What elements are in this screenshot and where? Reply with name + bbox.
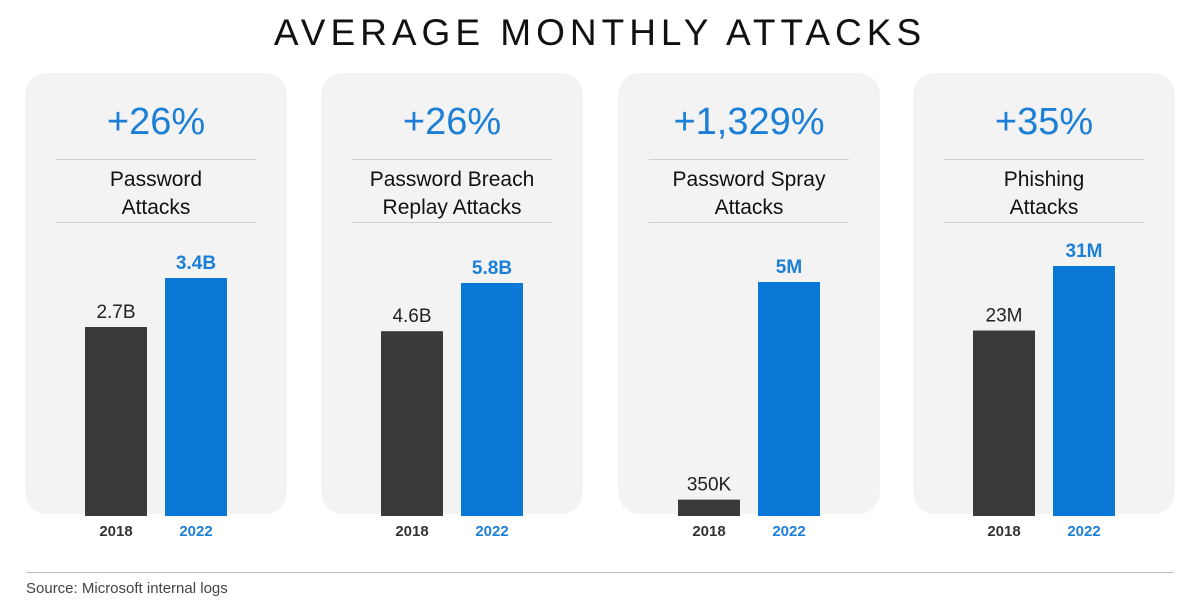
footer-divider <box>26 572 1174 573</box>
category-label: 2018 <box>987 523 1020 540</box>
category-label: 2022 <box>475 523 508 540</box>
panel-title-line: Attacks <box>121 196 191 219</box>
panel-title: Password Spray Attacks <box>618 166 880 222</box>
change-percent: +35% <box>994 101 1094 143</box>
panel-phishing: +35% Phishing Attacks <box>913 73 1175 514</box>
change-percent: +26% <box>106 101 206 143</box>
panel-title: Password Breach Replay Attacks <box>321 166 583 222</box>
category-label: 2018 <box>99 523 132 540</box>
panel-title: Phishing Attacks <box>913 166 1175 222</box>
change-percent: +1,329% <box>673 101 825 143</box>
panel-password-breach-replay: +26% Password Breach Replay Attacks <box>321 73 583 514</box>
category-label: 2022 <box>1067 523 1100 540</box>
category-label: 2022 <box>179 523 212 540</box>
category-label: 2018 <box>692 523 725 540</box>
divider <box>944 159 1144 160</box>
source-note: Source: Microsoft internal logs <box>26 580 228 597</box>
panel-title-line: Password <box>109 168 203 191</box>
category-label: 2022 <box>772 523 805 540</box>
divider <box>56 159 256 160</box>
divider <box>352 222 552 223</box>
panel-title: Password Attacks <box>25 166 287 222</box>
panel-title-line: Attacks <box>1009 196 1079 219</box>
divider <box>56 222 256 223</box>
panel-title-line: Password Spray <box>672 168 826 191</box>
change-percent: +26% <box>402 101 502 143</box>
divider <box>649 159 849 160</box>
panel-title-line: Password Breach <box>369 168 535 191</box>
panel-title-line: Replay Attacks <box>382 196 522 219</box>
divider <box>944 222 1144 223</box>
panel-title-line: Attacks <box>714 196 784 219</box>
panel-password-spray: +1,329% Password Spray Attacks <box>618 73 880 514</box>
chart-title: AVERAGE MONTHLY ATTACKS <box>273 12 927 53</box>
divider <box>649 222 849 223</box>
panel-password-attacks: +26% Password Attacks <box>25 73 287 514</box>
category-label: 2018 <box>395 523 428 540</box>
panel-title-line: Phishing <box>1003 168 1085 191</box>
divider <box>352 159 552 160</box>
